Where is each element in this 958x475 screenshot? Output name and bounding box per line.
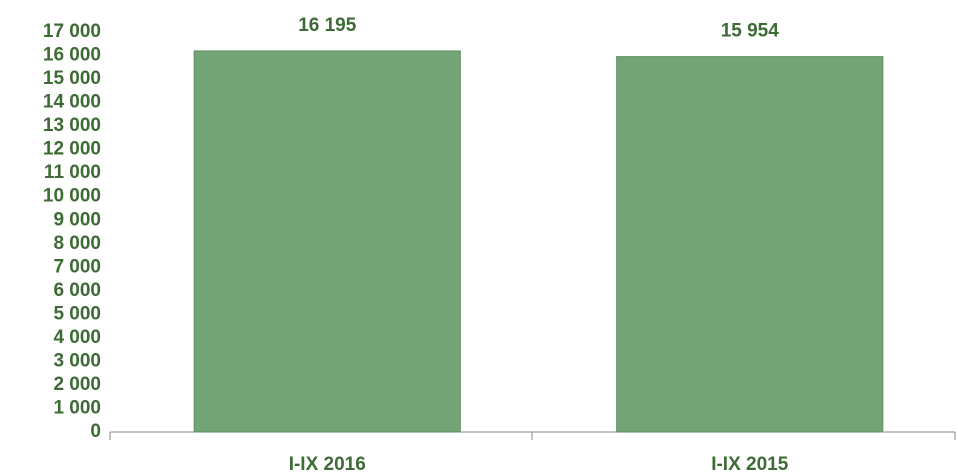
y-tick-label: 8 000: [53, 233, 101, 254]
y-tick-label: 9 000: [53, 209, 101, 230]
data-label: 15 954: [721, 21, 780, 42]
bar: [616, 56, 884, 433]
y-tick-label: 4 000: [53, 327, 101, 348]
y-tick-label: 7 000: [53, 256, 101, 277]
y-tick-label: 5 000: [53, 303, 101, 324]
y-tick-label: 1 000: [53, 397, 101, 418]
y-tick-label: 17 000: [43, 21, 101, 42]
y-tick-label: 2 000: [53, 374, 101, 395]
y-tick-label: 11 000: [44, 162, 101, 183]
x-tick-label: I-IX 2015: [711, 454, 789, 475]
data-label: 16 195: [298, 15, 357, 36]
y-tick-label: 0: [90, 421, 101, 442]
y-tick-label: 3 000: [53, 350, 101, 371]
y-tick-label: 14 000: [43, 92, 101, 113]
y-tick-label: 6 000: [53, 280, 101, 301]
y-tick-label: 16 000: [43, 45, 101, 66]
y-tick-label: 15 000: [43, 68, 101, 89]
bar: [193, 50, 461, 433]
y-tick-label: 13 000: [43, 115, 101, 136]
x-tick-label: I-IX 2016: [289, 454, 366, 475]
y-tick-label: 10 000: [43, 186, 101, 207]
y-tick-label: 12 000: [43, 139, 101, 160]
